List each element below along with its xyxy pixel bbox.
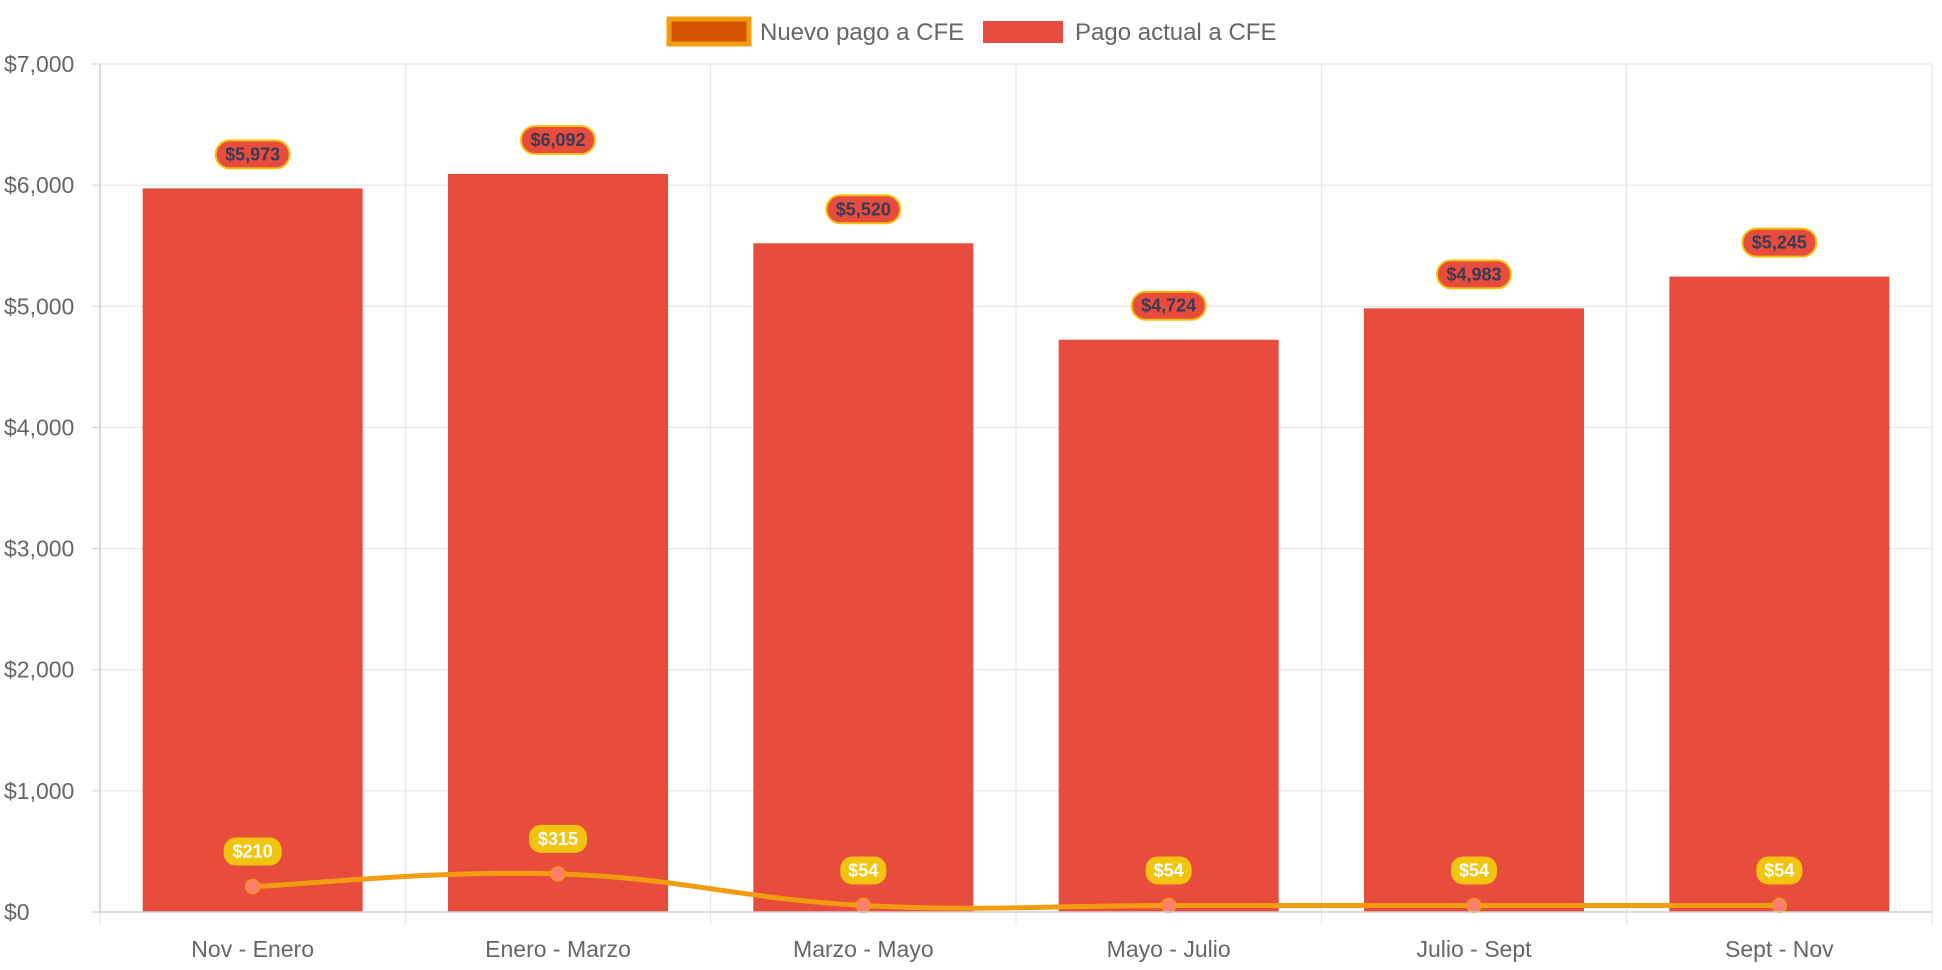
line-label-enero-marzo: $315	[538, 829, 578, 849]
legend-item-pago-actual[interactable]: Pago actual a CFE	[983, 19, 1276, 46]
bar-label-nov-enero: $5,973	[225, 144, 280, 164]
point-nov-enero[interactable]	[244, 878, 261, 895]
grid	[99, 63, 1933, 924]
y-tick-label: $5,000	[4, 293, 74, 319]
y-tick-label: $1,000	[4, 778, 74, 804]
point-julio-sept[interactable]	[1466, 897, 1482, 914]
line-label-bg-mayo-julio	[1145, 856, 1192, 885]
axes: $0 $1,000 $2,000 $3,000 $4,000 $5,000 $6,000 $7…	[4, 51, 1932, 962]
bar-nov-enero[interactable]	[142, 188, 363, 913]
legend-swatch-pago-actual	[983, 21, 1063, 43]
y-tick-label: $4,000	[4, 414, 74, 440]
legend-item-nuevo-pago[interactable]: Nuevo pago a CFE	[666, 16, 964, 47]
bars	[142, 173, 1890, 913]
point-mayo-julio[interactable]	[1160, 897, 1177, 914]
bar-label-bg-marzo-mayo	[825, 194, 902, 225]
bar-marzo-mayo[interactable]	[753, 243, 974, 912]
bar-label-bg-enero-marzo	[520, 124, 596, 155]
y-tick-label: $6,000	[4, 172, 74, 198]
legend[interactable]: Nuevo pago a CFE Pago actual a CFE	[666, 16, 1276, 47]
bar-label-enero-marzo: $6,092	[530, 130, 585, 150]
y-tick-label: $0	[4, 899, 30, 925]
bar-sept-nov[interactable]	[1669, 276, 1890, 912]
point-enero-marzo[interactable]	[550, 866, 566, 882]
x-tick-label-julio-sept: Julio - Sept	[1416, 936, 1532, 962]
bar-enero-marzo[interactable]	[448, 173, 668, 913]
bar-label-marzo-mayo: $5,520	[836, 199, 891, 219]
x-tick-label-nov-enero: Nov - Enero	[191, 936, 314, 962]
x-tick-label-sept-nov: Sept - Nov	[1725, 936, 1834, 962]
bar-julio-sept[interactable]	[1364, 308, 1584, 912]
y-tick-label: $3,000	[4, 536, 74, 562]
line-label-bg-sept-nov	[1756, 856, 1803, 885]
line-label-sept-nov: $54	[1764, 860, 1794, 880]
y-tick-label: $2,000	[4, 657, 74, 683]
bar-label-julio-sept: $4,983	[1446, 264, 1501, 284]
bar-label-mayo-julio: $4,724	[1141, 296, 1196, 316]
x-tick-label-marzo-mayo: Marzo - Mayo	[793, 936, 934, 962]
line-label-marzo-mayo: $54	[848, 860, 878, 880]
line-label-bg-enero-marzo	[529, 824, 587, 853]
line-label-nov-enero: $210	[233, 842, 273, 862]
y-tick-label: $7,000	[4, 51, 74, 77]
legend-label-nuevo-pago: Nuevo pago a CFE	[760, 19, 964, 46]
x-tick-label-mayo-julio: Mayo - Julio	[1107, 936, 1231, 962]
line-label-bg-marzo-mayo	[840, 856, 887, 885]
point-marzo-mayo[interactable]	[855, 897, 872, 914]
line-nuevo-pago	[250, 870, 1782, 911]
bar-label-bg-mayo-julio	[1130, 290, 1207, 321]
bar-label-sept-nov: $5,245	[1752, 233, 1807, 253]
line-label-bg-julio-sept	[1451, 856, 1497, 885]
x-tick-label-enero-marzo: Enero - Marzo	[485, 936, 631, 962]
data-labels: $5,973 $6,092 $5,520 $4,724 $4,983 $5,245 $210…	[214, 124, 1818, 885]
bar-label-bg-julio-sept	[1436, 259, 1512, 290]
legend-label-pago-actual: Pago actual a CFE	[1075, 19, 1276, 46]
line-label-mayo-julio: $54	[1154, 860, 1184, 880]
line-label-bg-nov-enero	[223, 837, 282, 866]
bar-label-bg-nov-enero	[214, 139, 291, 170]
bar-label-bg-sept-nov	[1741, 227, 1818, 258]
point-sept-nov[interactable]	[1771, 897, 1788, 914]
line-label-julio-sept: $54	[1459, 860, 1489, 880]
legend-swatch-nuevo-pago	[666, 16, 752, 47]
bar-mayo-julio[interactable]	[1058, 339, 1279, 912]
